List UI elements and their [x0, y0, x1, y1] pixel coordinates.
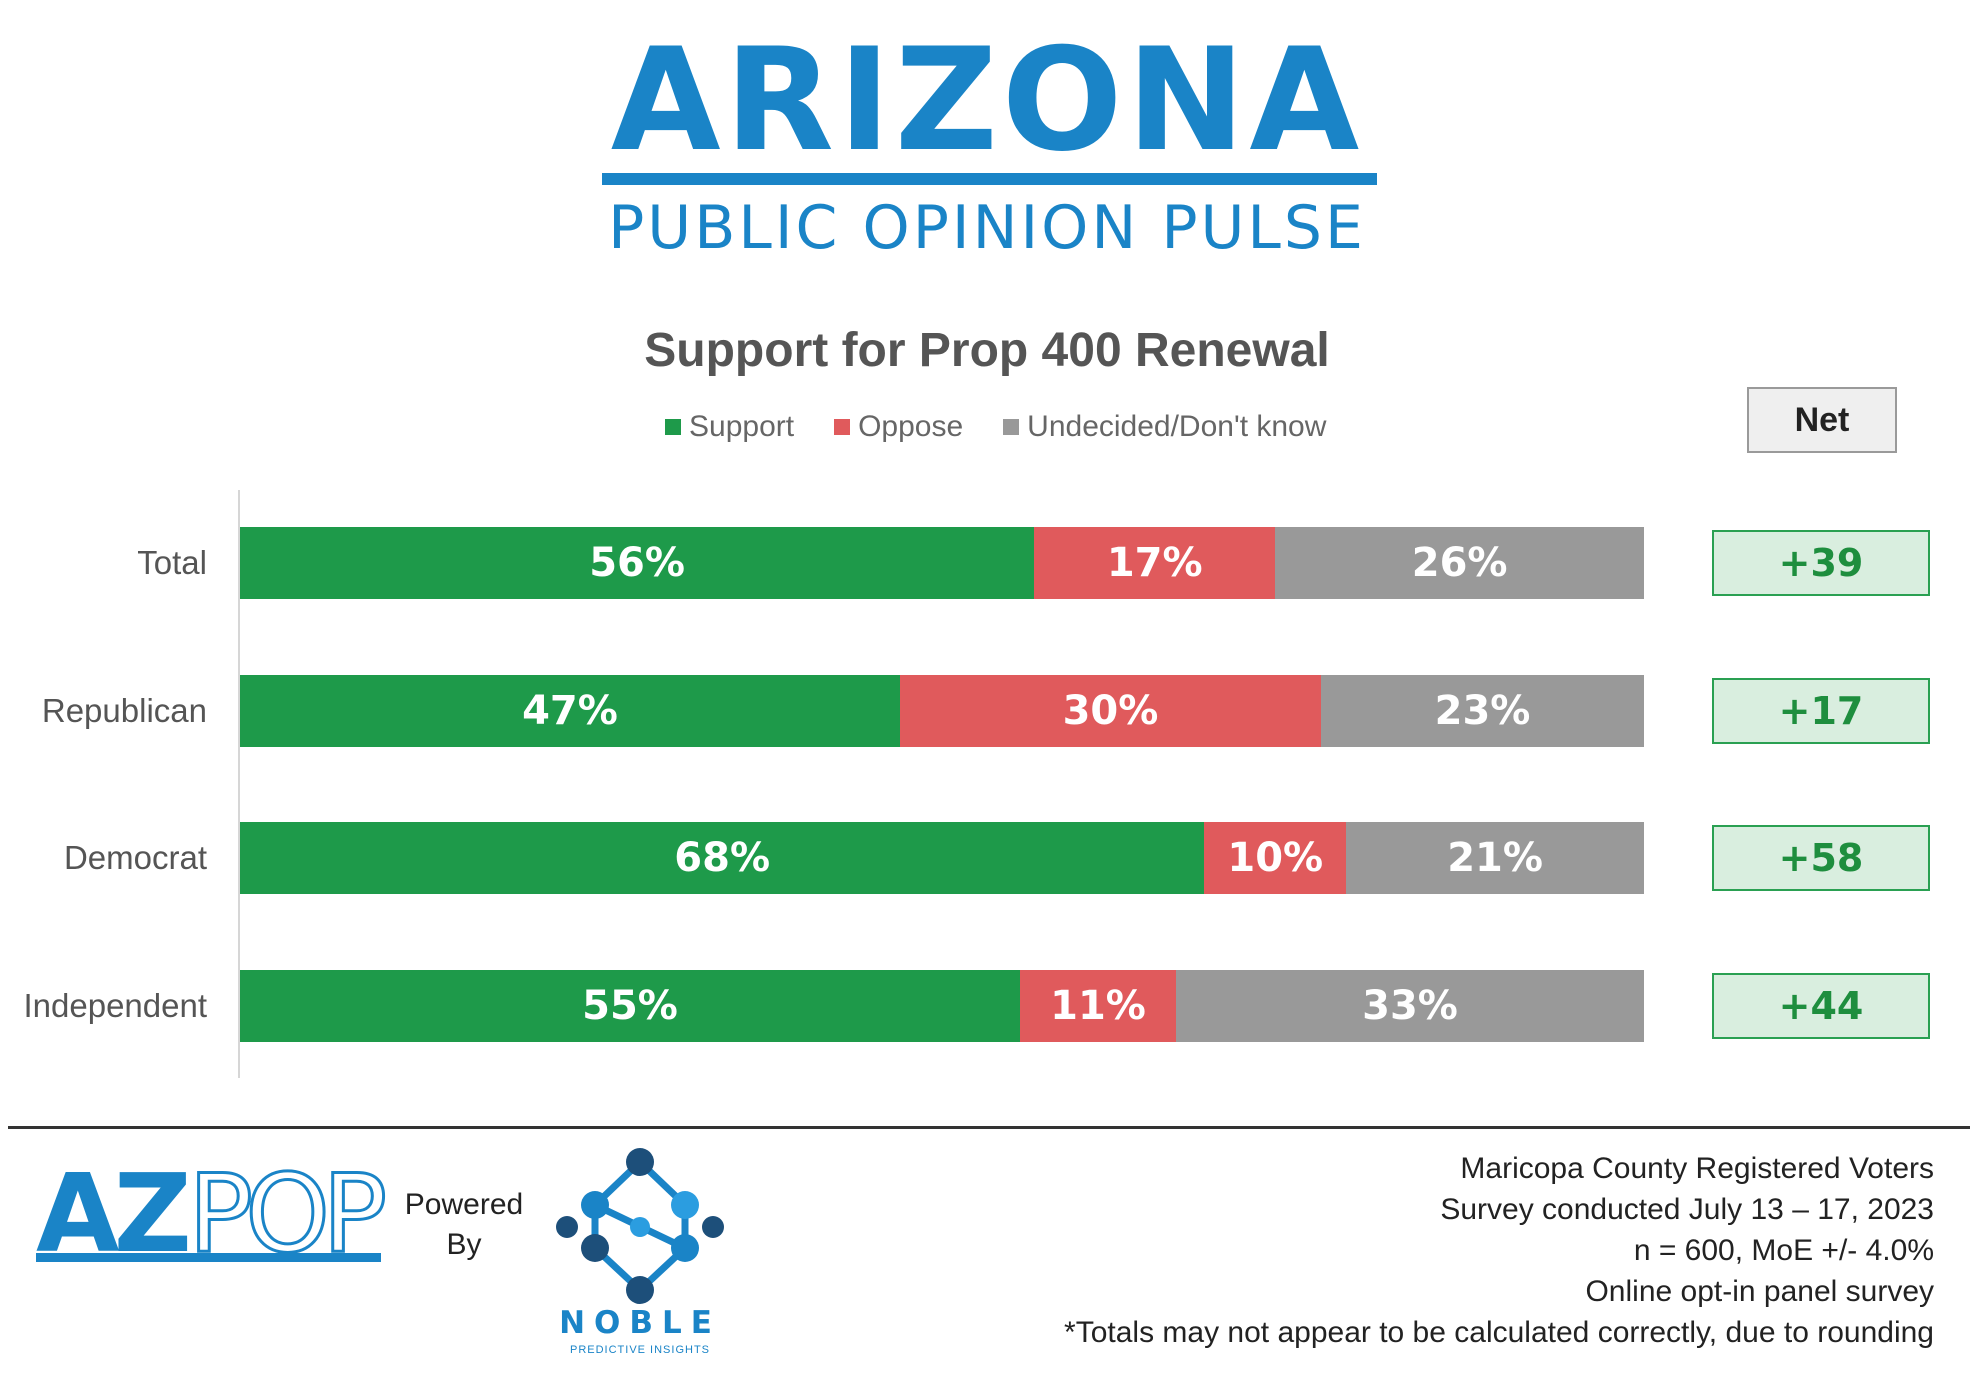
note-line: n = 600, MoE +/- 4.0% — [1633, 1234, 1934, 1267]
net-value: +58 — [1712, 825, 1930, 891]
bar-segment-undecided: 21% — [1346, 822, 1644, 894]
legend-item-support: Support — [665, 410, 794, 444]
bar-segment-support: 55% — [240, 970, 1020, 1042]
legend-label-undecided: Undecided/Don't know — [1027, 410, 1327, 443]
category-label: Independent — [23, 987, 207, 1024]
bar-segment-support: 47% — [240, 675, 900, 747]
bar-row: 56% 17% 26% — [240, 527, 1644, 599]
category-label: Democrat — [63, 839, 207, 876]
category-axis-line — [238, 490, 240, 1078]
bar-row: 68% 10% 21% — [240, 822, 1644, 894]
bar-segment-support: 56% — [240, 527, 1035, 599]
header-title: ARIZONA — [610, 18, 1364, 183]
legend-label-support: Support — [689, 410, 795, 443]
category-label: Total — [137, 544, 207, 581]
note-line: Survey conducted July 13 – 17, 2023 — [1440, 1193, 1934, 1226]
bar-segment-oppose: 17% — [1034, 527, 1276, 599]
bar-row: 55% 11% 33% — [240, 970, 1644, 1042]
header-rule — [602, 173, 1377, 185]
powered-by-text: Powered By — [392, 1185, 536, 1265]
chart-title: Support for Prop 400 Renewal — [644, 324, 1330, 377]
net-value: +17 — [1712, 678, 1930, 744]
header-subtitle: PUBLIC OPINION PULSE — [608, 193, 1366, 263]
svg-text:POP: POP — [188, 1165, 384, 1265]
legend-label-oppose: Oppose — [858, 410, 964, 443]
net-value: +44 — [1712, 973, 1930, 1039]
net-value: +39 — [1712, 530, 1930, 596]
bar-segment-undecided: 26% — [1275, 527, 1644, 599]
azpop-logo: AZ POP — [36, 1165, 386, 1265]
survey-notes: Maricopa County Registered Voters Survey… — [1064, 1148, 1934, 1353]
powered-line-1: Powered — [404, 1188, 524, 1221]
bar-segment-oppose: 10% — [1204, 822, 1347, 894]
bar-segment-oppose: 30% — [899, 675, 1322, 747]
legend-item-oppose: Oppose — [834, 410, 963, 444]
note-line: Maricopa County Registered Voters — [1460, 1152, 1934, 1185]
svg-text:AZ: AZ — [36, 1165, 188, 1265]
noble-wordmark: NOBLE — [559, 1305, 721, 1341]
chart-legend: Support Oppose Undecided/Don't know — [665, 410, 1326, 444]
bar-segment-support: 68% — [240, 822, 1205, 894]
legend-swatch-undecided — [1003, 419, 1020, 435]
powered-line-2: By — [446, 1228, 482, 1261]
note-line: *Totals may not appear to be calculated … — [1064, 1316, 1934, 1349]
category-label: Republican — [41, 692, 207, 729]
legend-swatch-oppose — [834, 419, 851, 435]
bar-segment-oppose: 11% — [1020, 970, 1176, 1042]
net-header: Net — [1747, 387, 1897, 453]
footer-rule — [8, 1126, 1970, 1129]
legend-swatch-support — [665, 419, 681, 435]
bar-segment-undecided: 23% — [1321, 675, 1644, 747]
note-line: Online opt-in panel survey — [1585, 1275, 1934, 1308]
noble-network-icon — [556, 1148, 724, 1304]
legend-item-undecided: Undecided/Don't know — [1003, 410, 1326, 444]
bar-row: 47% 30% 23% — [240, 675, 1644, 747]
bar-segment-undecided: 33% — [1176, 970, 1644, 1042]
noble-tagline: PREDICTIVE INSIGHTS — [569, 1344, 711, 1356]
